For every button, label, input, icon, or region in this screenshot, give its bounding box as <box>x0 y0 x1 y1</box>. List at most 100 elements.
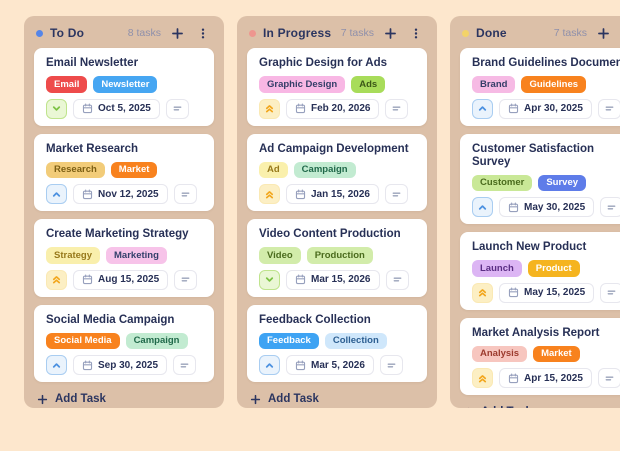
column-task-count: 7 tasks <box>340 27 374 39</box>
calendar-icon <box>82 274 93 285</box>
due-date-chip: Jan 15, 2026 <box>286 184 379 204</box>
column-status-dot <box>462 29 469 37</box>
priority-medium-icon <box>46 355 67 375</box>
task-tag: Campaign <box>293 161 356 178</box>
column-menu-button[interactable] <box>194 27 212 40</box>
tag-list: Feedback Collection <box>259 332 415 349</box>
task-card[interactable]: Customer Satisfaction Survey Customer Sur… <box>460 133 620 224</box>
task-tag: Collection <box>324 332 387 349</box>
task-title: Launch New Product <box>472 241 587 253</box>
notes-icon <box>384 184 408 204</box>
add-task-button[interactable]: Add Task <box>460 404 620 408</box>
tag-list: Ad Campaign <box>259 161 415 178</box>
task-tag: Market <box>110 161 158 178</box>
priority-medium-icon <box>472 197 493 217</box>
task-title: Create Marketing Strategy <box>46 228 189 240</box>
due-date-chip: Apr 15, 2025 <box>499 368 592 388</box>
calendar-icon <box>82 103 93 114</box>
priority-medium-icon <box>46 184 67 204</box>
plus-icon <box>171 27 184 40</box>
add-card-button[interactable] <box>594 27 613 40</box>
task-tag: Campaign <box>125 332 188 349</box>
column-header: In Progress 7 tasks <box>249 26 425 40</box>
task-tag: Survey <box>538 174 587 191</box>
calendar-icon <box>82 189 93 200</box>
task-card[interactable]: Video Content Production Video Production… <box>247 219 427 297</box>
task-tag: Social Media <box>46 332 120 349</box>
add-task-label: Add Task <box>268 393 319 405</box>
task-title: Brand Guidelines Document <box>472 57 620 69</box>
task-card[interactable]: Ad Campaign Development Ad Campaign Jan 1… <box>247 133 427 211</box>
task-title: Market Analysis Report <box>472 326 600 339</box>
task-title: Feedback Collection <box>259 313 371 326</box>
tag-list: Strategy Marketing <box>46 247 202 264</box>
calendar-icon <box>295 189 306 200</box>
task-meta: Jan 15, 2026 <box>259 184 415 204</box>
calendar-icon <box>508 287 519 298</box>
task-card[interactable]: Launch New Product Launch Product May 15,… <box>460 232 620 310</box>
priority-high-icon <box>259 184 280 204</box>
add-task-button[interactable]: Add Task <box>247 391 427 407</box>
kanban-column: In Progress 7 tasks Graphic Design for A… <box>237 16 437 408</box>
plus-icon <box>37 394 48 405</box>
task-title: Graphic Design for Ads <box>259 57 388 69</box>
due-date-chip: Mar 15, 2026 <box>286 269 380 290</box>
notes-icon <box>165 98 189 119</box>
tag-list: Social Media Campaign <box>46 332 202 349</box>
task-tag: Feedback <box>259 332 319 349</box>
column-header: Done 7 tasks <box>462 26 620 40</box>
task-card[interactable]: Brand Guidelines Document Brand Guideline… <box>460 48 620 126</box>
task-tag: Email <box>46 76 88 93</box>
task-card[interactable]: Market Analysis Report Analysis Market Ap… <box>460 317 620 395</box>
task-meta: Oct 5, 2025 <box>46 98 202 119</box>
task-tag: Ads <box>351 76 386 93</box>
task-card[interactable]: Market Research Research Market Nov 12, 2… <box>34 133 214 211</box>
kebab-menu-icon <box>410 27 422 40</box>
task-tag: Launch <box>472 260 522 277</box>
task-meta: Feb 20, 2026 <box>259 98 415 119</box>
task-title: Ad Campaign Development <box>259 142 409 155</box>
task-tag: Guidelines <box>521 76 587 93</box>
kanban-board: To Do 8 tasks Email Newsletter Email News… <box>24 16 620 408</box>
task-meta: Mar 15, 2026 <box>259 269 415 290</box>
priority-high-icon <box>472 282 493 303</box>
task-tag: Video <box>259 247 301 264</box>
due-date-chip: May 30, 2025 <box>499 197 595 217</box>
add-card-button[interactable] <box>381 27 400 40</box>
add-task-button[interactable]: Add Task <box>34 391 214 407</box>
kanban-column: Done 7 tasks Brand Guidelines Document B… <box>450 16 620 408</box>
column-status-dot <box>36 29 43 37</box>
task-card[interactable]: Social Media Campaign Social Media Campai… <box>34 304 214 382</box>
task-card[interactable]: Graphic Design for Ads Graphic Design Ads… <box>247 48 427 126</box>
due-date-label: Aug 15, 2025 <box>98 274 160 285</box>
calendar-icon <box>508 103 519 114</box>
due-date-chip: Apr 30, 2025 <box>499 98 592 119</box>
tag-list: Analysis Market <box>472 345 620 362</box>
column-status-dot <box>249 29 256 37</box>
task-tag: Brand <box>472 76 516 93</box>
notes-icon <box>385 269 409 290</box>
due-date-label: Sep 30, 2025 <box>98 359 159 371</box>
task-title: Email Newsletter <box>46 57 139 69</box>
task-tag: Strategy <box>46 247 101 264</box>
notes-icon <box>173 355 197 375</box>
task-tag: Analysis <box>472 345 528 362</box>
priority-medium-icon <box>472 98 493 119</box>
tag-list: Email Newsletter <box>46 76 202 93</box>
due-date-label: May 30, 2025 <box>524 201 586 213</box>
task-tag: Ad <box>259 161 288 178</box>
plus-icon <box>463 407 474 408</box>
due-date-chip: Aug 15, 2025 <box>73 269 169 290</box>
task-title: Video Content Production <box>259 228 401 240</box>
task-meta: Mar 5, 2026 <box>259 355 415 375</box>
notes-icon <box>597 368 620 388</box>
task-meta: Apr 30, 2025 <box>472 98 620 119</box>
column-menu-button[interactable] <box>407 27 425 40</box>
calendar-icon <box>295 360 306 371</box>
task-card[interactable]: Feedback Collection Feedback Collection M… <box>247 304 427 382</box>
task-card[interactable]: Email Newsletter Email Newsletter Oct 5, … <box>34 48 214 126</box>
task-card[interactable]: Create Marketing Strategy Strategy Market… <box>34 219 214 297</box>
add-card-button[interactable] <box>168 27 187 40</box>
notes-icon <box>379 355 403 375</box>
priority-medium-icon <box>259 355 280 375</box>
